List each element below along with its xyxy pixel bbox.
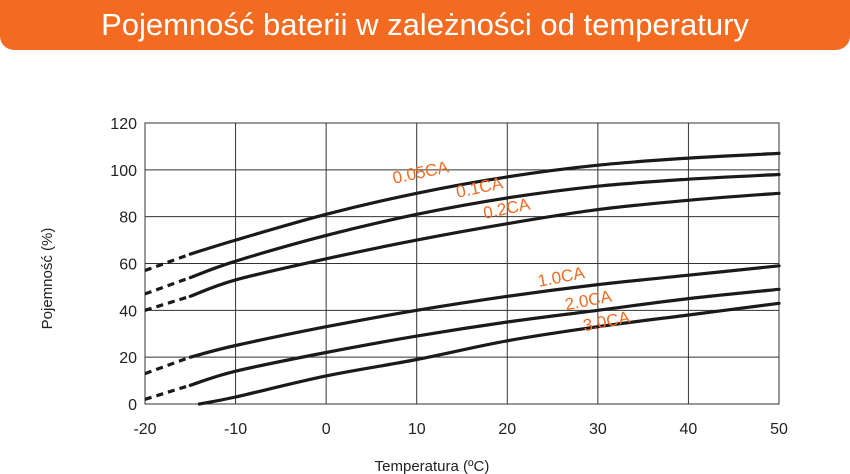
series-line xyxy=(188,287,781,387)
x-tick-label: 0 xyxy=(322,421,331,438)
series-label: 0.05CA xyxy=(391,157,451,188)
y-tick-label: 100 xyxy=(110,163,137,180)
y-axis-label: Pojemność (%) xyxy=(39,228,56,330)
x-tick-label: 10 xyxy=(408,421,426,438)
series-line xyxy=(197,301,781,406)
y-tick-label: 40 xyxy=(119,303,137,320)
chart-title: Pojemność baterii w zależności od temper… xyxy=(101,7,749,42)
series-line xyxy=(188,151,781,256)
y-tick-label: 120 xyxy=(110,116,137,133)
x-tick-label: -10 xyxy=(224,421,247,438)
x-tick-label: 30 xyxy=(589,421,607,438)
series-line xyxy=(188,172,781,280)
series-line-dashed xyxy=(144,383,191,401)
x-tick-label: -20 xyxy=(133,421,156,438)
y-tick-label: 0 xyxy=(128,397,137,414)
series-line-dashed xyxy=(144,355,191,376)
series-line-dashed xyxy=(144,276,191,296)
series-line xyxy=(188,191,781,298)
y-tick-label: 80 xyxy=(119,210,137,227)
series-label: 0.1CA xyxy=(454,173,505,202)
x-axis-label: Temperatura (ºC) xyxy=(375,458,490,474)
x-tick-label: 20 xyxy=(498,421,516,438)
y-tick-label: 20 xyxy=(119,350,137,367)
title-bar xyxy=(0,0,850,50)
x-tick-label: 40 xyxy=(680,421,698,438)
series-line-dashed xyxy=(144,252,191,273)
y-tick-label: 60 xyxy=(119,257,137,274)
x-tick-label: 50 xyxy=(770,421,788,438)
series-line-dashed xyxy=(144,294,191,312)
series-line xyxy=(188,264,781,359)
